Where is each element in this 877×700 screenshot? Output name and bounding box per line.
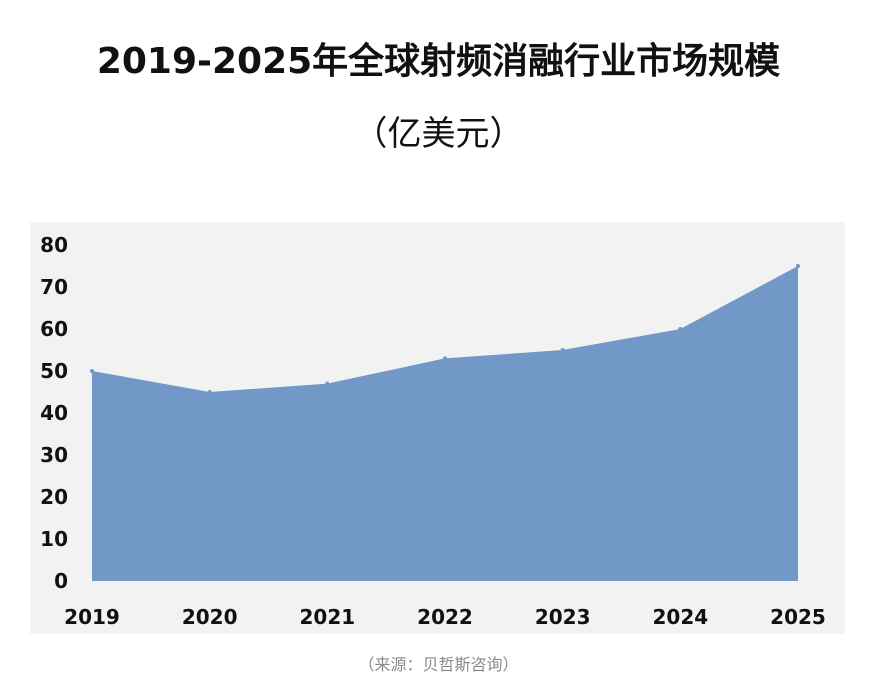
x-tick-label: 2025 <box>770 605 826 629</box>
area-chart: 0 10 20 30 40 50 60 70 80 2019 2020 2021 2022 2023 20… <box>40 233 826 629</box>
x-tick-label: 2022 <box>417 605 473 629</box>
data-point-2020 <box>207 390 212 394</box>
y-tick-label: 80 <box>40 233 68 257</box>
y-tick-label: 10 <box>40 527 68 551</box>
y-tick-label: 70 <box>40 275 68 299</box>
chart-area: 0 10 20 30 40 50 60 70 80 2019 2020 2021 2022 2023 20… <box>30 222 845 634</box>
data-point-2024 <box>678 327 683 331</box>
y-tick-label: 20 <box>40 485 68 509</box>
data-point-2025 <box>796 264 800 268</box>
series-area <box>92 266 798 581</box>
y-tick-label: 0 <box>54 569 68 593</box>
x-tick-label: 2019 <box>64 605 120 629</box>
data-point-2022 <box>443 356 447 361</box>
x-tick-label: 2020 <box>182 605 238 629</box>
y-tick-label: 60 <box>40 317 68 341</box>
y-tick-label: 30 <box>40 443 68 467</box>
y-tick-label: 50 <box>40 359 68 383</box>
x-tick-label: 2024 <box>652 605 708 629</box>
data-point-2023 <box>560 348 565 352</box>
source-note: （来源：贝哲斯咨询） <box>358 655 519 674</box>
chart-title: 2019-2025年全球射频消融行业市场规模 <box>96 41 781 82</box>
x-tick-label: 2021 <box>299 605 355 629</box>
x-tick-label: 2023 <box>535 605 591 629</box>
chart-subtitle: （亿美元） <box>353 114 524 154</box>
y-tick-label: 40 <box>40 401 68 425</box>
data-point-2019 <box>90 369 94 373</box>
data-point-2021 <box>325 381 330 386</box>
